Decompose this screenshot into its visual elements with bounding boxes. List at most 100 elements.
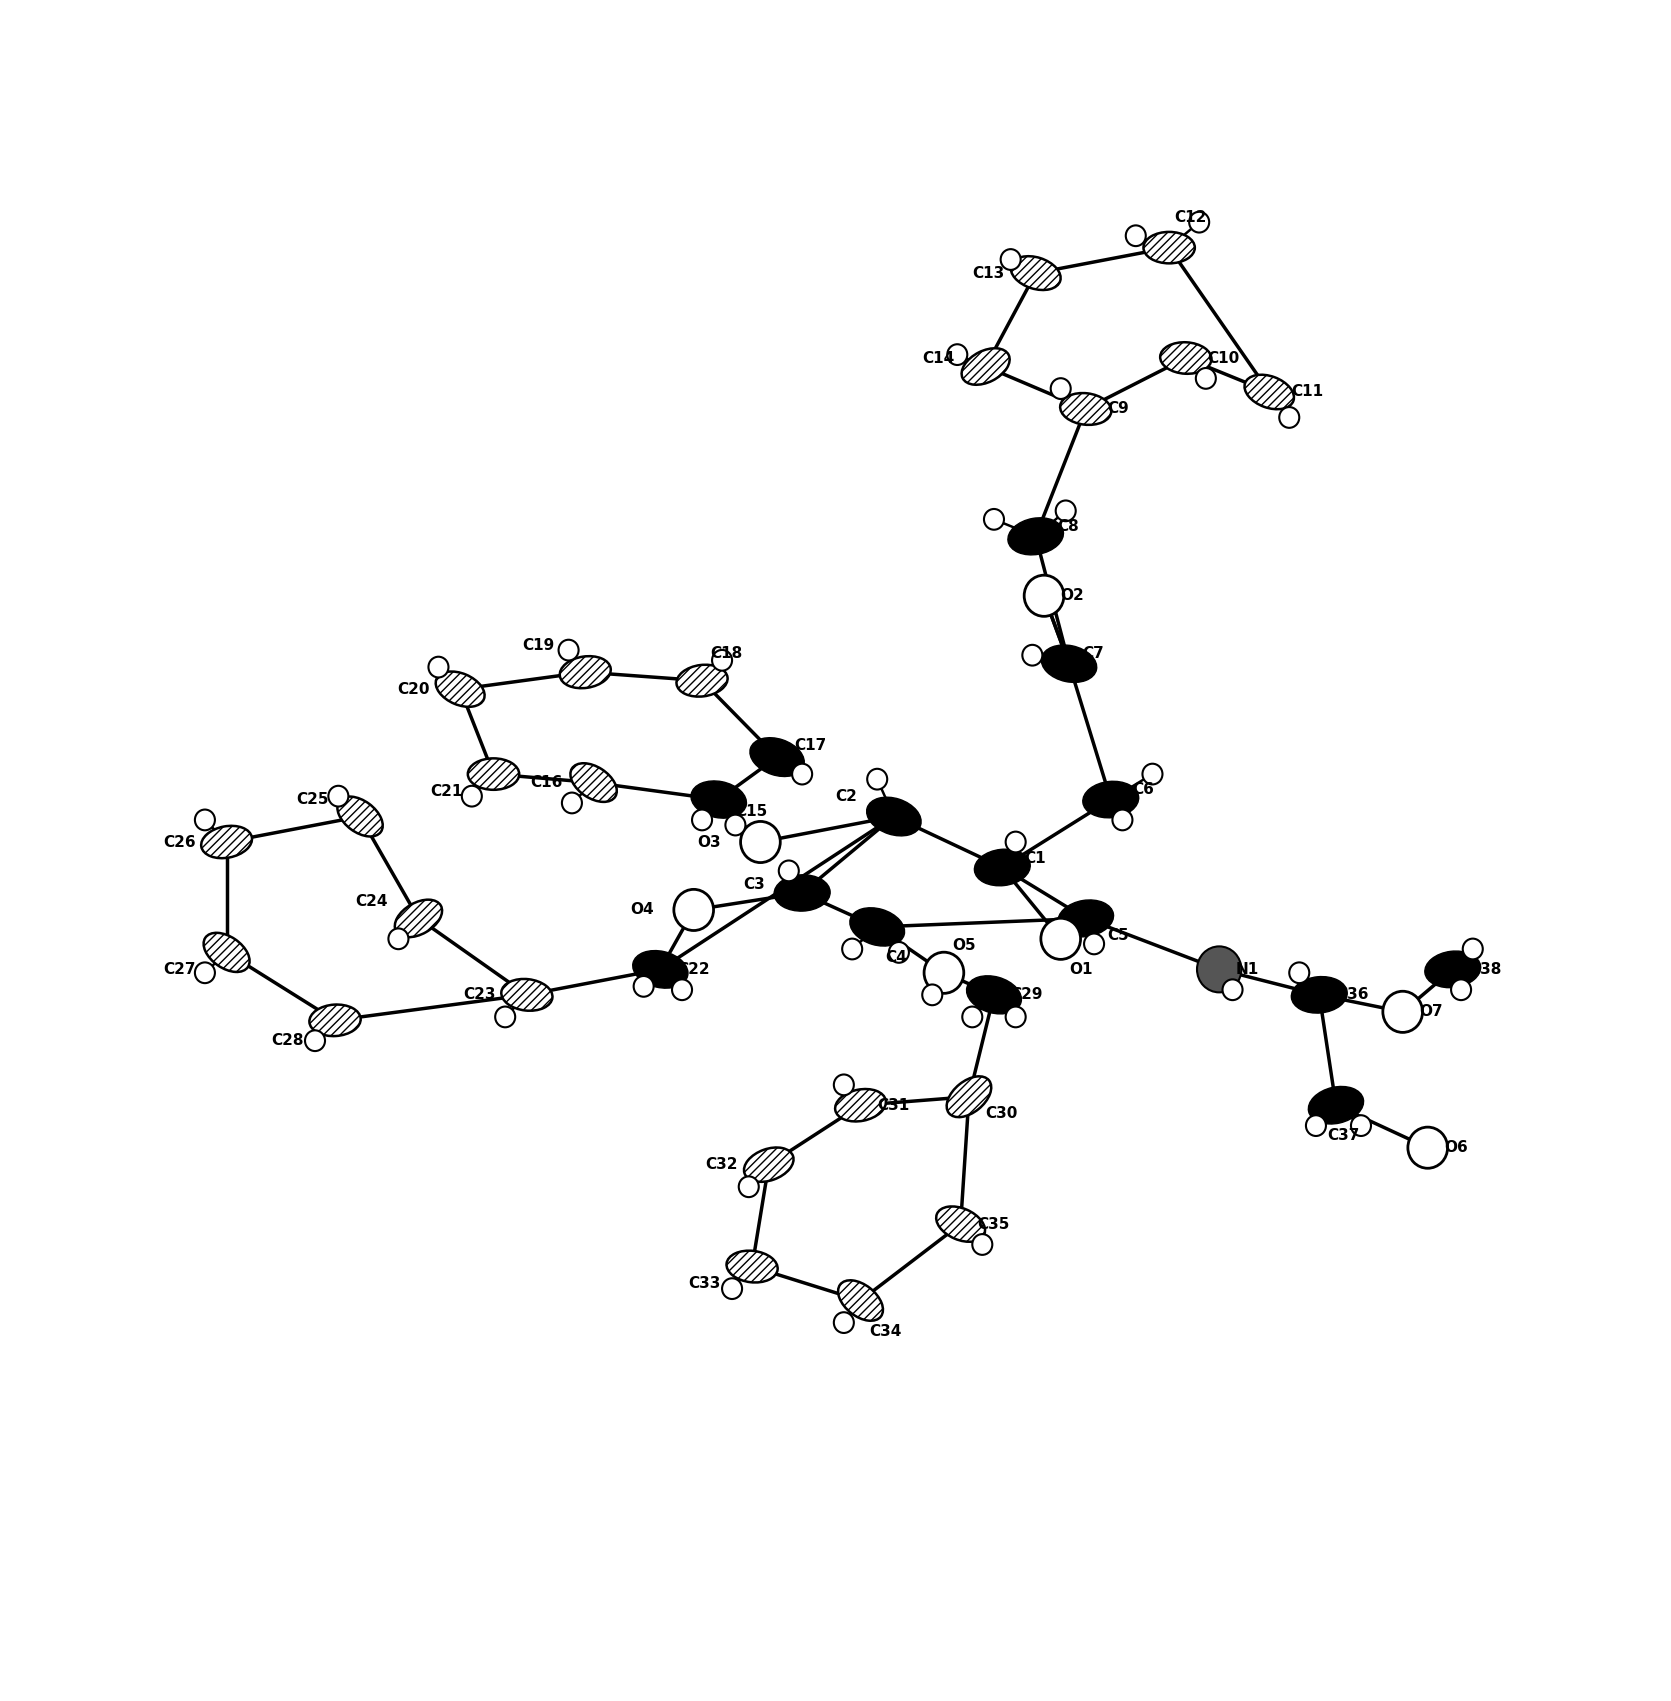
Ellipse shape [740, 822, 780, 862]
Ellipse shape [1384, 992, 1422, 1033]
Ellipse shape [558, 640, 578, 660]
Text: C21: C21 [429, 784, 463, 798]
Ellipse shape [1350, 1116, 1370, 1136]
Ellipse shape [204, 932, 249, 971]
Text: C26: C26 [164, 835, 196, 849]
Ellipse shape [739, 1177, 759, 1198]
Ellipse shape [966, 976, 1021, 1014]
Text: C33: C33 [688, 1276, 722, 1291]
Text: C24: C24 [354, 895, 388, 908]
Ellipse shape [672, 980, 692, 1000]
Ellipse shape [1041, 645, 1096, 682]
Ellipse shape [306, 1031, 326, 1051]
Text: C31: C31 [877, 1097, 909, 1112]
Text: C34: C34 [869, 1323, 901, 1339]
Ellipse shape [712, 650, 732, 670]
Text: O6: O6 [1444, 1140, 1469, 1155]
Ellipse shape [1292, 976, 1347, 1014]
Text: C5: C5 [1108, 929, 1130, 942]
Text: C7: C7 [1083, 646, 1105, 662]
Text: C30: C30 [986, 1106, 1018, 1121]
Ellipse shape [836, 1089, 886, 1121]
Ellipse shape [468, 759, 520, 789]
Ellipse shape [1011, 257, 1061, 289]
Ellipse shape [1024, 575, 1064, 616]
Ellipse shape [1083, 781, 1138, 818]
Ellipse shape [461, 786, 481, 806]
Ellipse shape [792, 764, 812, 784]
Ellipse shape [973, 1235, 993, 1255]
Ellipse shape [560, 657, 612, 689]
Text: C19: C19 [521, 638, 555, 653]
Ellipse shape [744, 1148, 794, 1182]
Text: C3: C3 [744, 878, 765, 891]
Text: O4: O4 [630, 903, 653, 917]
Ellipse shape [727, 1250, 777, 1283]
Text: C11: C11 [1292, 384, 1323, 400]
Text: C16: C16 [530, 776, 563, 789]
Ellipse shape [889, 942, 909, 963]
Ellipse shape [947, 1077, 991, 1118]
Text: C14: C14 [922, 350, 954, 366]
Ellipse shape [1290, 963, 1310, 983]
Text: C10: C10 [1208, 350, 1240, 366]
Ellipse shape [196, 963, 216, 983]
Ellipse shape [1056, 500, 1076, 521]
Ellipse shape [436, 672, 485, 708]
Ellipse shape [839, 1281, 882, 1320]
Ellipse shape [1409, 1128, 1447, 1169]
Ellipse shape [1196, 367, 1216, 390]
Ellipse shape [1307, 1116, 1327, 1136]
Ellipse shape [1190, 213, 1210, 233]
Ellipse shape [842, 939, 862, 959]
Ellipse shape [1280, 407, 1300, 429]
Ellipse shape [1001, 248, 1021, 270]
Ellipse shape [851, 908, 904, 946]
Ellipse shape [1006, 832, 1026, 852]
Ellipse shape [867, 769, 887, 789]
Ellipse shape [1143, 231, 1195, 264]
Ellipse shape [677, 665, 727, 697]
Text: C32: C32 [705, 1157, 739, 1172]
Ellipse shape [309, 1005, 361, 1036]
Ellipse shape [834, 1075, 854, 1095]
Ellipse shape [1223, 980, 1243, 1000]
Ellipse shape [501, 980, 553, 1010]
Ellipse shape [1126, 225, 1146, 247]
Ellipse shape [725, 815, 745, 835]
Text: C18: C18 [710, 646, 742, 662]
Text: C23: C23 [463, 987, 496, 1002]
Ellipse shape [1196, 946, 1242, 992]
Text: C22: C22 [677, 961, 710, 976]
Ellipse shape [1308, 1087, 1364, 1124]
Ellipse shape [1059, 393, 1111, 425]
Text: C20: C20 [396, 682, 429, 697]
Text: C27: C27 [164, 961, 196, 976]
Ellipse shape [633, 951, 688, 988]
Text: C17: C17 [794, 738, 825, 754]
Ellipse shape [774, 874, 830, 912]
Ellipse shape [936, 1206, 986, 1242]
Ellipse shape [1113, 810, 1133, 830]
Ellipse shape [1051, 378, 1071, 400]
Text: C6: C6 [1133, 782, 1155, 796]
Ellipse shape [1006, 1007, 1026, 1027]
Ellipse shape [1008, 517, 1063, 555]
Ellipse shape [922, 985, 942, 1005]
Text: C38: C38 [1469, 961, 1502, 976]
Text: N1: N1 [1237, 961, 1260, 976]
Text: O5: O5 [952, 937, 976, 953]
Text: C37: C37 [1328, 1128, 1360, 1143]
Ellipse shape [779, 861, 799, 881]
Ellipse shape [201, 825, 252, 859]
Text: O3: O3 [697, 835, 720, 849]
Ellipse shape [834, 1311, 854, 1334]
Text: C12: C12 [1175, 209, 1206, 225]
Ellipse shape [947, 344, 968, 366]
Text: C1: C1 [1024, 852, 1046, 866]
Ellipse shape [196, 810, 216, 830]
Ellipse shape [962, 1007, 983, 1027]
Ellipse shape [1041, 919, 1081, 959]
Ellipse shape [750, 738, 804, 776]
Ellipse shape [974, 849, 1031, 886]
